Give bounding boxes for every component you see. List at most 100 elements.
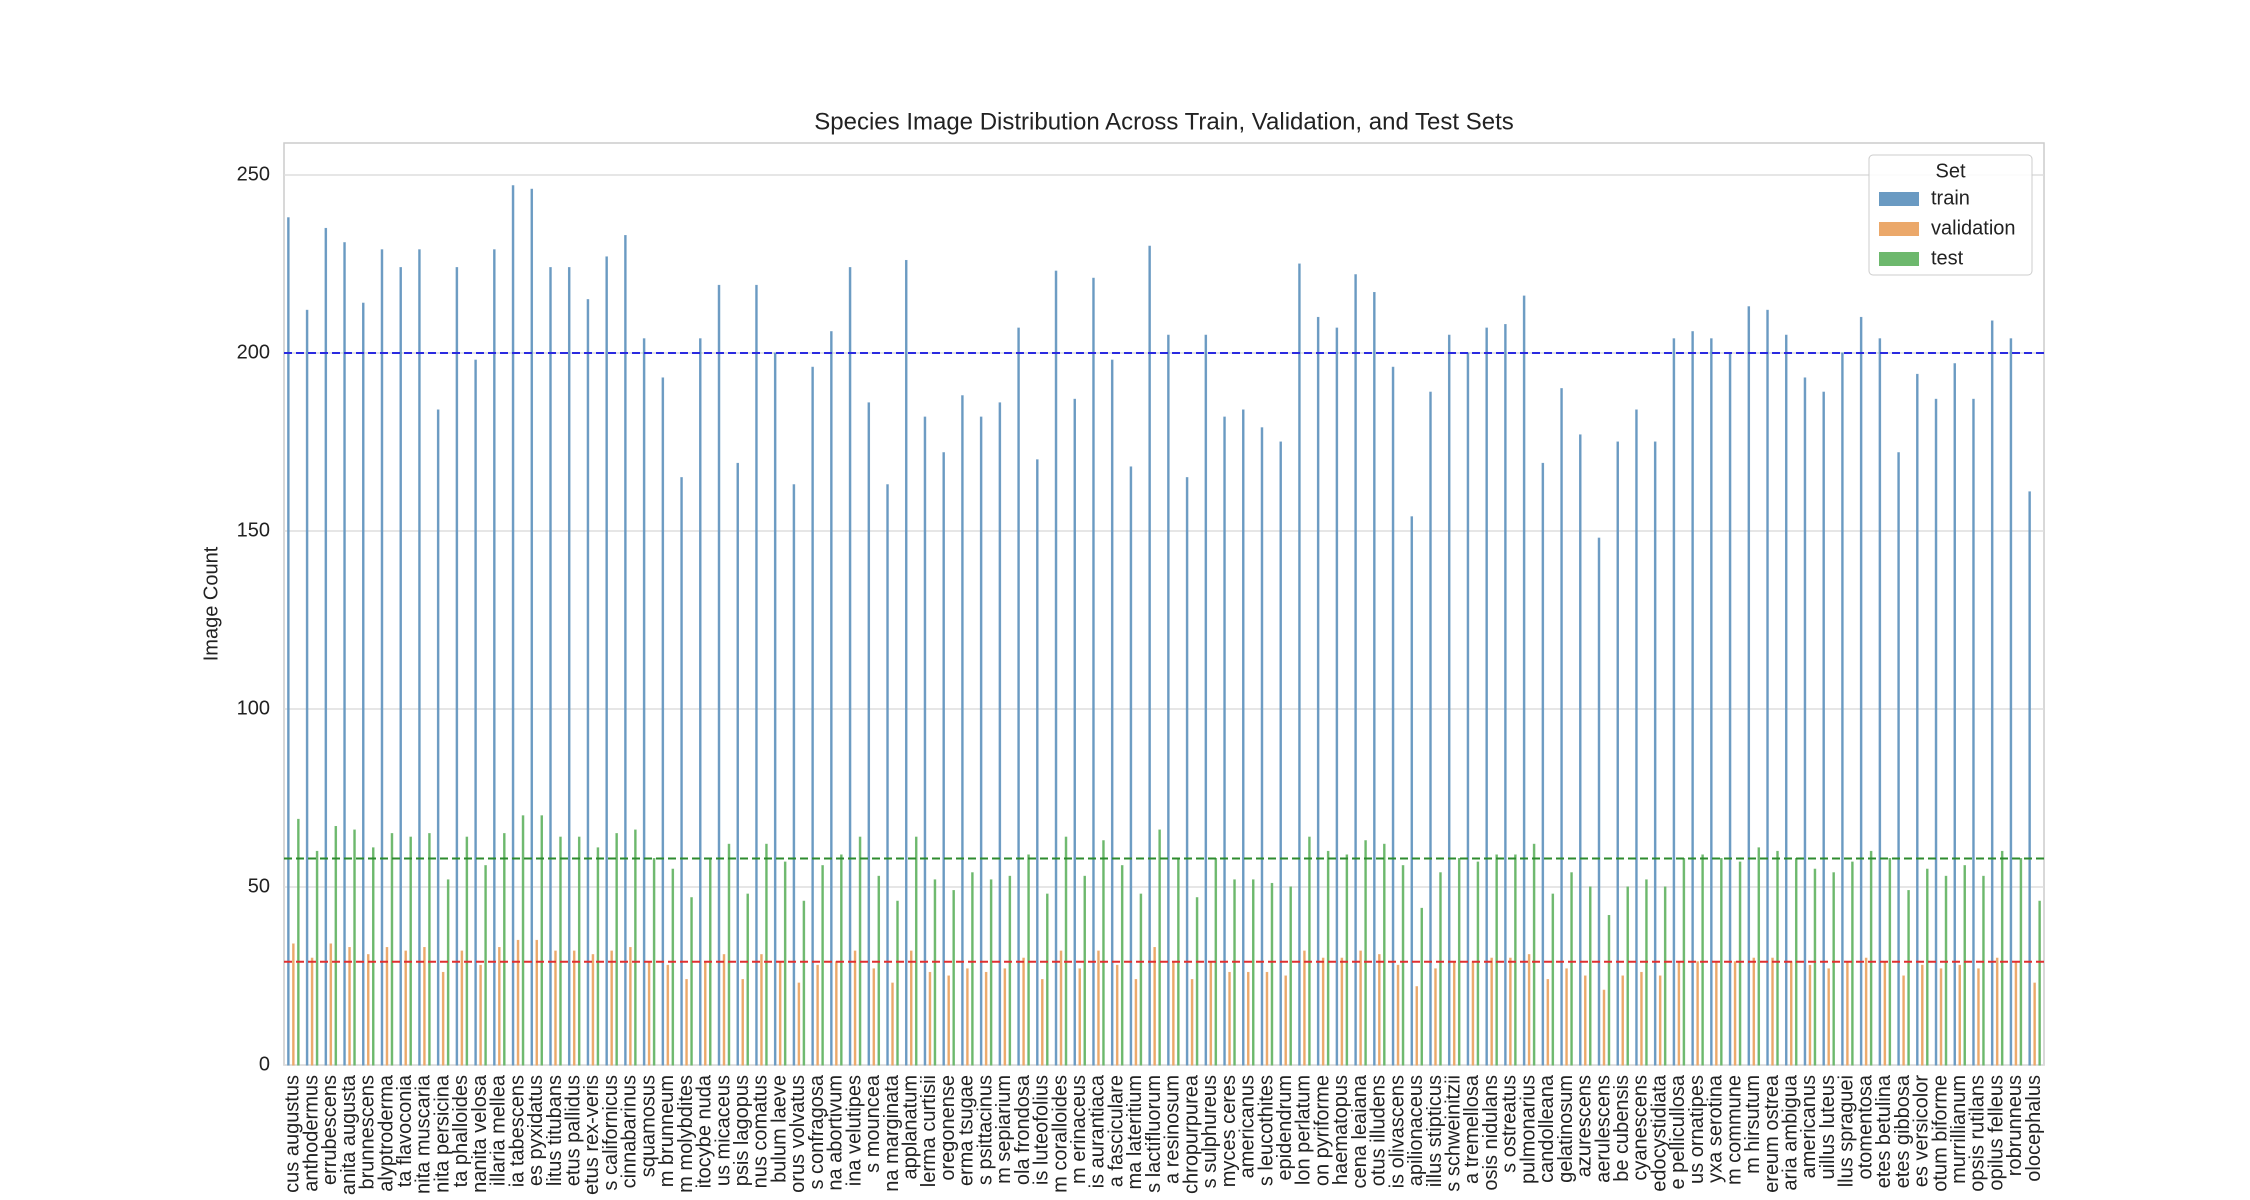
bar (961, 395, 964, 1066)
bar (1457, 858, 1461, 1066)
bar (1822, 391, 1825, 1066)
bar (554, 950, 557, 1066)
x-tick-label: bulum laeve (768, 1075, 790, 1183)
x-tick-label: anthodermus (300, 1075, 322, 1192)
bar (1827, 968, 1830, 1066)
bar (629, 947, 632, 1066)
bar (942, 452, 945, 1066)
x-tick-label: oregonense (937, 1075, 959, 1181)
bar (385, 947, 389, 1066)
bar (1584, 975, 1587, 1066)
bar (624, 235, 627, 1066)
bar (1663, 886, 1667, 1066)
bar (923, 416, 927, 1066)
bar (1532, 843, 1536, 1066)
bar (971, 872, 974, 1066)
bar (755, 284, 758, 1066)
bar (1036, 459, 1039, 1066)
bar (1607, 914, 1611, 1066)
bar (1167, 334, 1170, 1066)
bar (1172, 961, 1175, 1066)
bar (455, 267, 459, 1066)
bar (765, 843, 768, 1066)
x-tick-label: etus pallidus (562, 1075, 584, 1186)
x-tick-label: es versicolor (1911, 1075, 1933, 1188)
bar (1504, 324, 1507, 1066)
x-tick-label: us micaceus (712, 1075, 734, 1186)
x-tick-label: ta phalloides (450, 1075, 472, 1187)
x-tick-label: litus titubans (544, 1075, 566, 1186)
bar (362, 302, 365, 1066)
bar (1597, 537, 1601, 1066)
y-tick-label: 200 (237, 341, 270, 363)
x-tick-label: brunnescens (357, 1075, 379, 1190)
bar (1982, 875, 1985, 1066)
x-tick-label: ta flavoconia (394, 1074, 416, 1187)
bar (1415, 986, 1419, 1066)
bar (848, 267, 852, 1066)
bar (521, 815, 525, 1066)
x-tick-label: americanus (1798, 1075, 1820, 1178)
bar (1233, 879, 1236, 1066)
bar (1653, 441, 1657, 1066)
bar (1514, 854, 1517, 1066)
bar (1017, 327, 1020, 1066)
bar (1832, 872, 1835, 1066)
bar (1944, 875, 1948, 1066)
bar (966, 968, 969, 1066)
bar (1939, 968, 1943, 1066)
x-tick-label: ina velutipes (843, 1075, 865, 1186)
bar (1995, 957, 1999, 1066)
x-tick-label: is luteofolius (1031, 1075, 1053, 1185)
x-tick-label: cyanescens (1630, 1075, 1652, 1181)
bar (1359, 950, 1362, 1066)
x-tick-label: edocystidiata (1648, 1074, 1670, 1192)
bar (778, 961, 782, 1066)
bar (642, 338, 646, 1066)
bar (661, 377, 665, 1066)
x-tick-label: otum biforme (1929, 1075, 1951, 1192)
bar (1916, 373, 1919, 1066)
bar (1907, 890, 1910, 1066)
bar (511, 185, 515, 1066)
bar (292, 943, 295, 1066)
x-tick-label: robrunneus (2004, 1075, 2026, 1176)
bar (1298, 263, 1301, 1066)
bar (371, 847, 375, 1066)
y-tick-label: 250 (237, 163, 270, 185)
bar (867, 402, 871, 1066)
bar (1434, 968, 1437, 1066)
bar (287, 217, 290, 1066)
bar (797, 982, 801, 1066)
bar (727, 843, 731, 1066)
x-tick-label: gelatinosum (1555, 1075, 1577, 1183)
bar (722, 954, 726, 1066)
legend-swatch (1879, 192, 1919, 206)
bar (1485, 327, 1488, 1066)
bar (586, 299, 590, 1066)
bar (699, 338, 702, 1066)
bar (1097, 950, 1100, 1066)
bar (1841, 352, 1844, 1066)
bar (1926, 868, 1929, 1066)
bar (1420, 907, 1424, 1066)
bar (1003, 968, 1007, 1066)
bar (773, 352, 777, 1066)
bar (1092, 277, 1095, 1066)
bar (1616, 441, 1619, 1066)
bar (591, 954, 595, 1066)
x-tick-label: itocybe nuda (694, 1074, 716, 1188)
bar (1869, 850, 1873, 1066)
bar (1153, 947, 1156, 1066)
bar (914, 836, 918, 1066)
bar (348, 947, 351, 1066)
bar (685, 979, 688, 1066)
bar (1401, 865, 1405, 1066)
bar (1158, 829, 1161, 1066)
bar (1335, 327, 1339, 1066)
bar (1888, 858, 1892, 1066)
x-tick-label: aerulescens (1592, 1075, 1614, 1183)
x-tick-label: applanatum (900, 1075, 922, 1180)
legend-box (1868, 154, 2033, 276)
